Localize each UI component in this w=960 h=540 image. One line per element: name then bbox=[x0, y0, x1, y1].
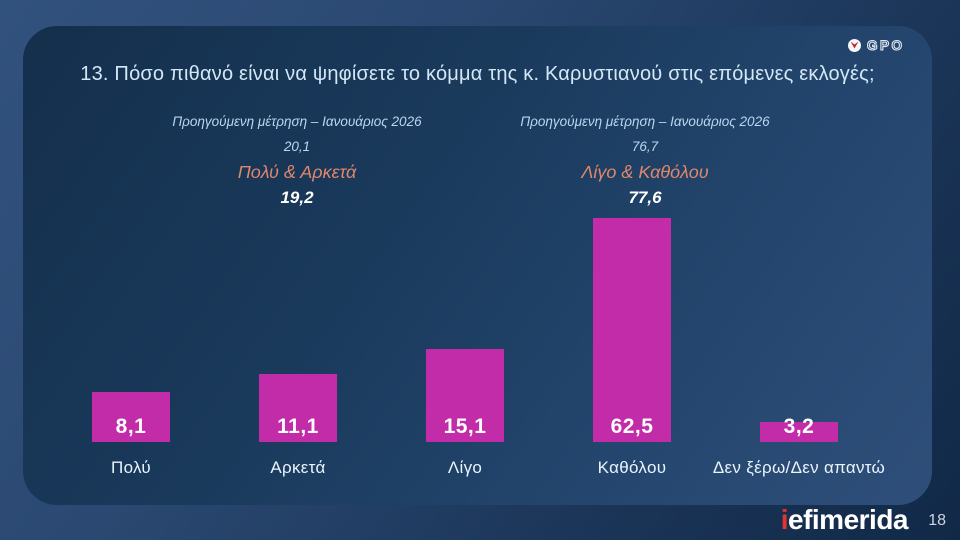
page-number: 18 bbox=[928, 512, 946, 529]
bar-category-label: Λίγο bbox=[447, 458, 483, 477]
bar-5 bbox=[760, 422, 838, 442]
bar-value-label: 15,1 bbox=[443, 415, 487, 438]
group-label-right: Λίγο & Καθόλου bbox=[581, 162, 709, 183]
gpo-text: GPO bbox=[867, 38, 905, 52]
group-value-left: 19,2 bbox=[280, 188, 314, 208]
gpo-wordmark: GPO bbox=[866, 38, 905, 52]
bar-4 bbox=[593, 218, 671, 442]
gpo-check-icon bbox=[850, 41, 859, 49]
gpo-circle-icon bbox=[848, 38, 861, 52]
iefimerida-logo: iefimerida bbox=[780, 504, 909, 535]
bar-column-2: 11,1 Αρκετά bbox=[215, 374, 381, 477]
bar-value-label: 8,1 bbox=[115, 415, 147, 438]
bar-column-3: 15,1 Λίγο bbox=[382, 349, 548, 477]
gpo-logo: GPO bbox=[848, 38, 912, 52]
bar-category-label: Καθόλου bbox=[597, 458, 667, 477]
bar-3 bbox=[426, 349, 504, 442]
bar-2 bbox=[259, 374, 337, 442]
iefimerida-logo-i: i bbox=[780, 504, 789, 535]
iefimerida-logo-rest: efimerida bbox=[788, 504, 909, 535]
bar-value-label: 11,1 bbox=[277, 415, 319, 438]
previous-measurement-value-right: 76,7 bbox=[631, 138, 659, 154]
annotation-right: Προηγούμενη μέτρηση – Ιανουάριος 2026 76… bbox=[495, 112, 795, 208]
previous-measurement-label-right: Προηγούμενη μέτρηση – Ιανουάριος 2026 bbox=[520, 114, 770, 129]
bar-column-1: 8,1 Πολύ bbox=[48, 392, 214, 477]
bar-category-label: Αρκετά bbox=[270, 458, 326, 477]
slide-title: 13. Πόσο πιθανό είναι να ψηφίσετε το κόμ… bbox=[80, 63, 875, 85]
previous-measurement-value-left: 20,1 bbox=[283, 138, 311, 154]
bar-column-4: 62,5 Καθόλου bbox=[549, 218, 715, 477]
bar-category-label: Πολύ bbox=[111, 458, 151, 477]
bar-column-5: 3,2 Δεν ξέρω/Δεν απαντώ bbox=[713, 416, 885, 477]
bar-value-label: 62,5 bbox=[610, 415, 654, 438]
bar-1 bbox=[92, 392, 170, 442]
bar-category-label: Δεν ξέρω/Δεν απαντώ bbox=[712, 458, 886, 477]
annotation-left: Προηγούμενη μέτρηση – Ιανουάριος 2026 20… bbox=[147, 112, 447, 208]
previous-measurement-label-left: Προηγούμενη μέτρηση – Ιανουάριος 2026 bbox=[172, 114, 422, 129]
group-label-left: Πολύ & Αρκετά bbox=[237, 162, 357, 183]
group-value-right: 77,6 bbox=[628, 188, 662, 208]
bar-value-label: 3,2 bbox=[783, 415, 815, 438]
